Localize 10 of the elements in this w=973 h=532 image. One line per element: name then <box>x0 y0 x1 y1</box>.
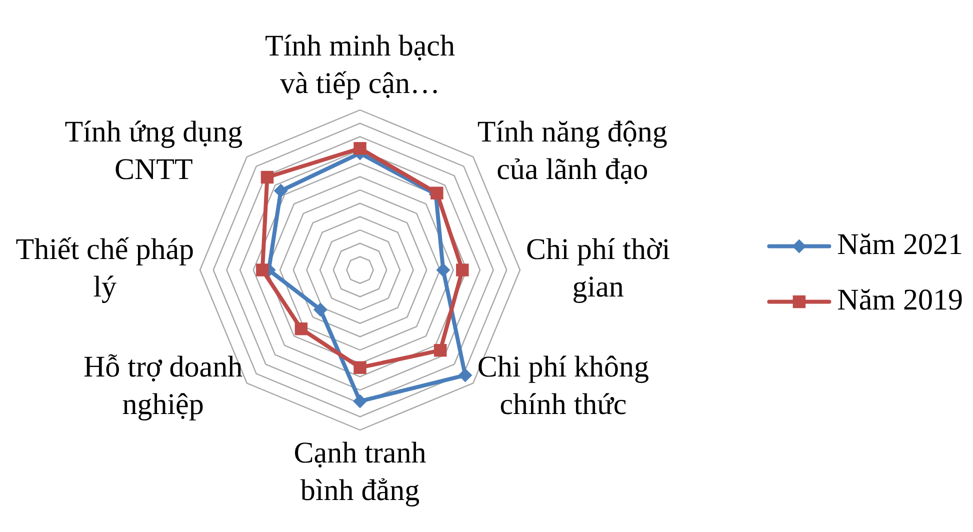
spoke-label: Chi phí thời gian <box>526 233 670 304</box>
legend-label: Năm 2021 <box>837 228 964 262</box>
spoke-label: Cạnh tranh bình đẳng <box>294 436 426 508</box>
spoke-label: Tính ứng dụng CNTT <box>64 116 243 186</box>
spoke-label: Tính năng động của lãnh đạo <box>477 116 668 186</box>
spoke-label: Chi phí không chính thức <box>477 350 650 422</box>
legend-label: Năm 2019 <box>837 284 964 317</box>
spoke-label: Hỗ trợ doanh nghiệp <box>83 350 243 422</box>
spoke-label: Tính minh bạch và tiếp cận… <box>265 30 455 100</box>
spoke-label: Thiết chế pháp lý <box>16 233 194 304</box>
